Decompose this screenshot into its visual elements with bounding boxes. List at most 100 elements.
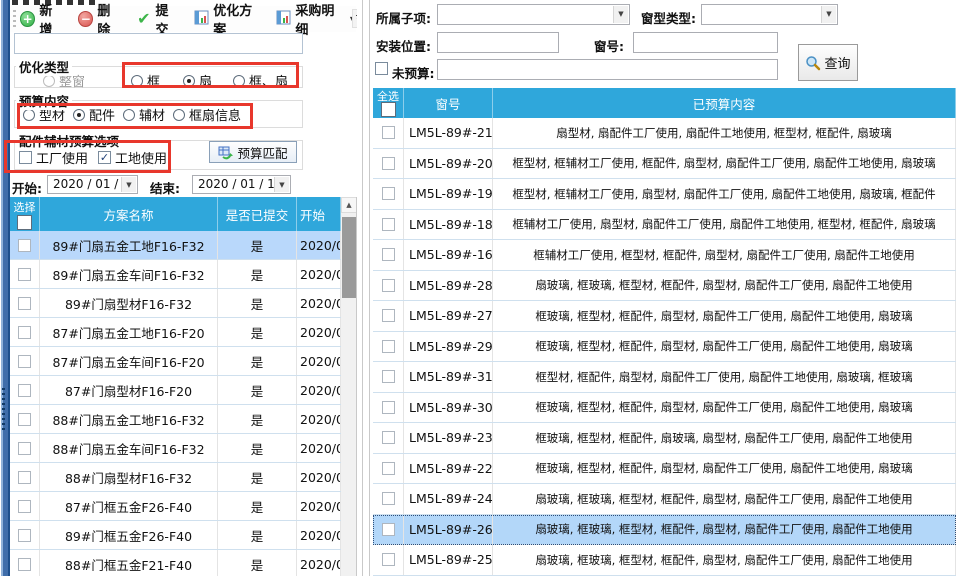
plan-table-row[interactable]: 89#门扇五金车间F16-F32 是 2020/0 <box>10 260 341 289</box>
window-table-row[interactable]: LM5L-89#-23F21框玻璃, 框型材, 框配件, 扇玻璃, 扇型材, 扇… <box>373 423 956 454</box>
row-checkbox[interactable] <box>18 325 31 339</box>
splitter-grip[interactable] <box>2 388 5 432</box>
row-checkbox[interactable] <box>381 522 395 536</box>
plan-name-cell: 88#门扇型材F16-F32 <box>40 463 218 491</box>
row-checkbox[interactable] <box>18 383 31 397</box>
optimize-radio-3[interactable]: 扇 <box>183 71 212 90</box>
sub-item-select[interactable]: ▼ <box>437 4 630 25</box>
chevron-down-icon[interactable]: ▼ <box>821 6 836 23</box>
optimize-type-label: 优化类型 <box>16 57 73 76</box>
no-budget-input[interactable] <box>437 59 778 80</box>
window-table-row[interactable]: LM5L-89#-26F24扇玻璃, 框玻璃, 框型材, 框配件, 扇型材, 扇… <box>373 514 956 545</box>
optimize-radio-2[interactable]: 框 <box>131 71 160 90</box>
window-table-row[interactable]: LM5L-89#-27F25框玻璃, 框型材, 框配件, 扇型材, 扇配件工厂使… <box>373 301 956 332</box>
date-start-picker[interactable]: 2020 / 01 / 1 ▼ <box>47 175 138 194</box>
plan-table-row[interactable]: 87#门扇五金工地F16-F20 是 2020/0 <box>10 318 341 347</box>
checkbox-icon: ✓ <box>98 151 111 164</box>
row-checkbox[interactable] <box>18 412 31 426</box>
radio-icon <box>173 108 185 121</box>
window-no-cell: LM5L-89#-20F18 <box>404 148 493 178</box>
row-checkbox[interactable] <box>381 492 395 506</box>
row-checkbox[interactable] <box>381 461 395 475</box>
plan-table-row[interactable]: 88#门扇五金工地F16-F32 是 2020/0 <box>10 405 341 434</box>
plan-table-row[interactable]: 88#门框五金F21-F40 是 2020/0 <box>10 550 341 576</box>
plan-table-row[interactable]: 88#门扇型材F16-F32 是 2020/0 <box>10 463 341 492</box>
date-start-value: 2020 / 01 / 1 <box>53 177 130 191</box>
window-table-row[interactable]: LM5L-89#-18F16框辅材工厂使用, 扇型材, 扇配件工厂使用, 扇配件… <box>373 209 956 240</box>
row-checkbox[interactable] <box>381 400 395 414</box>
install-pos-input[interactable] <box>437 32 559 53</box>
window-table-row[interactable]: LM5L-89#-30F28框玻璃, 框型材, 框配件, 扇型材, 扇配件工厂使… <box>373 392 956 423</box>
row-checkbox[interactable] <box>18 557 31 571</box>
plan-table-scrollbar[interactable]: ▲ <box>341 197 356 576</box>
select-all-checkbox[interactable] <box>17 215 32 230</box>
window-table-row[interactable]: LM5L-89#-28F26扇玻璃, 框玻璃, 框型材, 框配件, 扇型材, 扇… <box>373 270 956 301</box>
row-checkbox[interactable] <box>18 267 31 281</box>
window-no-input[interactable] <box>633 32 778 53</box>
start-date-header: 开始 <box>297 197 341 231</box>
budget-radio-4[interactable]: 框扇信息 <box>173 105 241 124</box>
scrollbar-thumb[interactable] <box>342 217 356 298</box>
row-checkbox[interactable] <box>381 156 395 170</box>
no-budget-checkbox[interactable] <box>375 62 388 75</box>
row-checkbox[interactable] <box>18 354 31 368</box>
row-checkbox[interactable] <box>381 370 395 384</box>
usage-checkbox-item-1[interactable]: 工厂使用 <box>19 148 88 167</box>
plan-table-row[interactable]: 87#门扇型材F16-F20 是 2020/0 <box>10 376 341 405</box>
plan-table-row[interactable]: 89#门扇型材F16-F32 是 2020/0 <box>10 289 341 318</box>
optimize-radio-4[interactable]: 框、扇 <box>233 71 288 90</box>
panel-splitter[interactable] <box>357 0 373 576</box>
optimize-type-group: 整窗 框 扇 框、扇 <box>14 66 303 90</box>
window-table-row[interactable]: LM5L-89#-16F15框辅材工厂使用, 框型材, 框配件, 扇型材, 扇配… <box>373 240 956 271</box>
row-checkbox[interactable] <box>18 470 31 484</box>
row-checkbox[interactable] <box>381 339 395 353</box>
start-date-cell: 2020/0 <box>297 289 341 317</box>
window-table-row[interactable]: LM5L-89#-29F27框玻璃, 框型材, 框配件, 扇型材, 扇配件工厂使… <box>373 331 956 362</box>
row-checkbox[interactable] <box>381 431 395 445</box>
row-select-cell <box>10 521 40 549</box>
plan-table-row[interactable]: 89#门框五金F26-F40 是 2020/0 <box>10 521 341 550</box>
chevron-down-icon[interactable]: ▼ <box>613 6 628 23</box>
row-checkbox[interactable] <box>381 278 395 292</box>
date-end-value: 2020 / 01 / 13 <box>198 177 283 191</box>
select-all-checkbox[interactable] <box>380 101 396 117</box>
select-header-label: 选择 <box>13 201 36 214</box>
row-checkbox[interactable] <box>381 309 395 323</box>
row-checkbox[interactable] <box>381 126 395 140</box>
window-table-row[interactable]: LM5L-89#-22F20框玻璃, 框型材, 框配件, 扇型材, 扇配件工厂使… <box>373 453 956 484</box>
row-checkbox[interactable] <box>18 528 31 542</box>
row-checkbox[interactable] <box>18 499 31 513</box>
window-no-cell: LM5L-89#-22F20 <box>404 453 493 483</box>
toolbar-button-4[interactable]: 优化方案 <box>194 0 262 38</box>
row-select-cell <box>373 118 404 148</box>
window-type-select[interactable]: ▼ <box>701 4 838 25</box>
row-checkbox[interactable] <box>18 238 31 252</box>
scroll-up-icon[interactable]: ▲ <box>341 197 356 213</box>
window-table-row[interactable]: LM5L-89#-20F18框型材, 框辅材工厂使用, 框配件, 扇型材, 扇配… <box>373 148 956 179</box>
row-checkbox[interactable] <box>381 187 395 201</box>
chevron-down-icon[interactable]: ▼ <box>274 177 289 192</box>
plan-table-row[interactable]: 89#门扇五金工地F16-F32 是 2020/0 <box>10 231 341 260</box>
row-checkbox[interactable] <box>18 441 31 455</box>
date-end-picker[interactable]: 2020 / 01 / 13 ▼ <box>192 175 291 194</box>
window-table-row[interactable]: LM5L-89#-21F19扇型材, 扇配件工厂使用, 扇配件工地使用, 框型材… <box>373 118 956 149</box>
plan-table-row[interactable]: 87#门扇五金车间F16-F20 是 2020/0 <box>10 347 341 376</box>
row-checkbox[interactable] <box>381 248 395 262</box>
row-checkbox[interactable] <box>381 553 395 567</box>
window-table-row[interactable]: LM5L-89#-31F29框型材, 框配件, 扇型材, 扇配件工厂使用, 扇配… <box>373 362 956 393</box>
row-checkbox[interactable] <box>381 217 395 231</box>
row-checkbox[interactable] <box>18 296 31 310</box>
plan-table-row[interactable]: 87#门框五金F26-F40 是 2020/0 <box>10 492 341 521</box>
budget-radio-1[interactable]: 型材 <box>23 105 65 124</box>
window-table-row[interactable]: LM5L-89#-19F17框型材, 框辅材工厂使用, 扇型材, 扇配件工厂使用… <box>373 179 956 210</box>
chevron-down-icon[interactable]: ▼ <box>121 177 136 192</box>
budget-match-button[interactable]: 预算匹配 <box>209 141 297 163</box>
plan-search-input[interactable] <box>14 33 303 54</box>
query-button[interactable]: 查询 <box>798 44 858 81</box>
budget-radio-2[interactable]: 配件 <box>73 105 115 124</box>
window-table-row[interactable]: LM5L-89#-24F22扇玻璃, 框玻璃, 框型材, 框配件, 扇型材, 扇… <box>373 484 956 515</box>
usage-checkbox-item-2[interactable]: ✓ 工地使用 <box>98 148 167 167</box>
plan-table-row[interactable]: 88#门扇五金车间F16-F32 是 2020/0 <box>10 434 341 463</box>
budget-radio-3[interactable]: 辅材 <box>123 105 165 124</box>
window-table-row[interactable]: LM5L-89#-25F23扇玻璃, 框玻璃, 框型材, 框配件, 扇型材, 扇… <box>373 545 956 576</box>
